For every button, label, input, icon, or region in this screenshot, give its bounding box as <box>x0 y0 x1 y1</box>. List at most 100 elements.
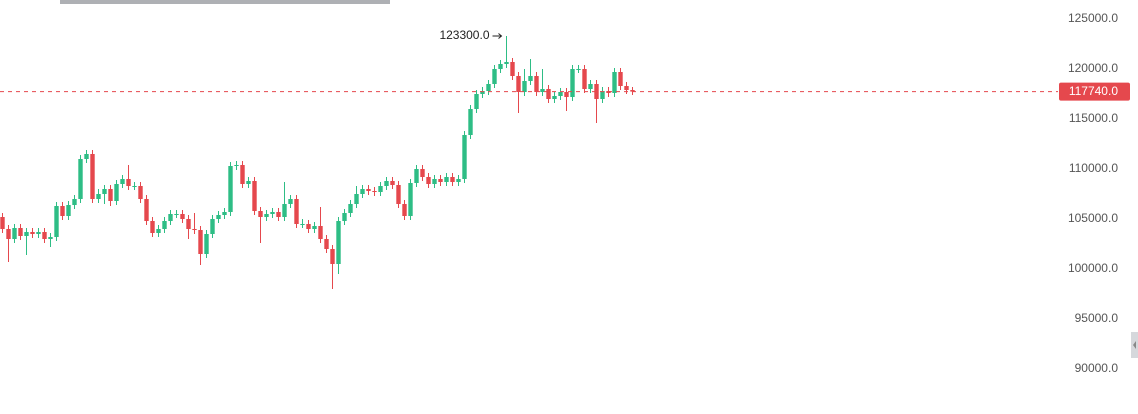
high-arrow <box>492 33 503 39</box>
candle-body <box>270 212 275 214</box>
candle-body <box>468 109 473 135</box>
candle-body <box>570 69 575 97</box>
candle-body <box>60 206 65 216</box>
candle-body <box>348 204 353 213</box>
candle-body <box>264 214 269 217</box>
candle-body <box>258 211 263 217</box>
candle-body <box>252 181 257 211</box>
y-tick-label: 105000.0 <box>1068 211 1118 225</box>
candle-body <box>444 177 449 182</box>
candle-body <box>192 229 197 230</box>
candle-body <box>12 228 17 239</box>
candle-body <box>552 96 557 99</box>
candle-body <box>546 89 551 99</box>
candle-body <box>360 189 365 194</box>
candle-body <box>42 232 47 239</box>
y-tick-label: 125000.0 <box>1068 11 1118 25</box>
candle-body <box>210 219 215 234</box>
candle-body <box>534 76 539 92</box>
candle-body <box>324 239 329 249</box>
candle-body <box>486 84 491 91</box>
candle-body <box>366 189 371 191</box>
candle-body <box>420 169 425 177</box>
candle-body <box>126 179 131 186</box>
scroll-arrow <box>1133 341 1136 349</box>
candle-body <box>138 186 143 199</box>
candle-body <box>384 181 389 186</box>
candle-body <box>78 159 83 199</box>
candle-body <box>612 72 617 93</box>
candle-body <box>174 214 179 215</box>
candle-body <box>588 84 593 89</box>
candle-body <box>276 212 281 217</box>
candle-body <box>54 206 59 237</box>
candle-body <box>438 179 443 182</box>
y-tick-label: 90000.0 <box>1075 361 1119 375</box>
candle-body <box>162 221 167 229</box>
candle-body <box>6 229 11 239</box>
candle-body <box>114 184 119 201</box>
candle-body <box>540 89 545 92</box>
candle-body <box>24 232 29 236</box>
candle-body <box>294 199 299 224</box>
candle-body <box>120 179 125 184</box>
candle-body <box>282 204 287 217</box>
candle-body <box>492 69 497 84</box>
candle-body <box>330 249 335 264</box>
candle-body <box>618 72 623 86</box>
candle-body <box>234 165 239 166</box>
candle-body <box>318 226 323 239</box>
candle-body <box>564 92 569 97</box>
candle-body <box>306 224 311 229</box>
last-price-label: 117740.0 <box>1069 84 1118 98</box>
candle-body <box>90 154 95 199</box>
candle-body <box>180 214 185 219</box>
candle-body <box>450 177 455 182</box>
candle-body <box>558 92 563 96</box>
candle-body <box>342 213 347 221</box>
candle-body <box>150 221 155 233</box>
candle-body <box>84 154 89 159</box>
candle-body <box>288 199 293 204</box>
candle-body <box>432 179 437 184</box>
candle-body <box>48 237 53 239</box>
candle-body <box>462 135 467 179</box>
candle-body <box>312 226 317 229</box>
candle-body <box>222 212 227 215</box>
candle-body <box>108 189 113 201</box>
candle-body <box>378 186 383 192</box>
candle-body <box>576 69 581 70</box>
last-price-badge <box>1059 82 1130 101</box>
candle-body <box>156 229 161 233</box>
candle-body <box>372 191 377 192</box>
panel-shadow <box>60 0 390 4</box>
candle-body <box>414 169 419 183</box>
candle-body <box>474 94 479 109</box>
y-tick-label: 100000.0 <box>1068 261 1118 275</box>
candle-body <box>456 179 461 182</box>
candle-body <box>408 183 413 216</box>
candle-body <box>186 219 191 229</box>
candle-body <box>390 181 395 185</box>
candle-body <box>426 177 431 184</box>
candle-body <box>72 199 77 205</box>
candle-body <box>18 228 23 236</box>
y-tick-label: 95000.0 <box>1075 311 1119 325</box>
candle-body <box>198 230 203 254</box>
candle-body <box>168 214 173 221</box>
candle-body <box>402 204 407 216</box>
candle-body <box>630 90 635 92</box>
candle-body <box>96 194 101 199</box>
candle-body <box>102 189 107 194</box>
candle-body <box>582 69 587 89</box>
y-tick-label: 115000.0 <box>1069 111 1118 125</box>
candle-body <box>204 234 209 254</box>
candle-body <box>396 185 401 204</box>
candle-body <box>600 91 605 99</box>
candle-body <box>216 215 221 219</box>
candle-body <box>36 232 41 234</box>
candle-body <box>354 194 359 204</box>
candle-body <box>0 217 5 229</box>
candle-body <box>228 166 233 212</box>
candle-body <box>498 64 503 69</box>
